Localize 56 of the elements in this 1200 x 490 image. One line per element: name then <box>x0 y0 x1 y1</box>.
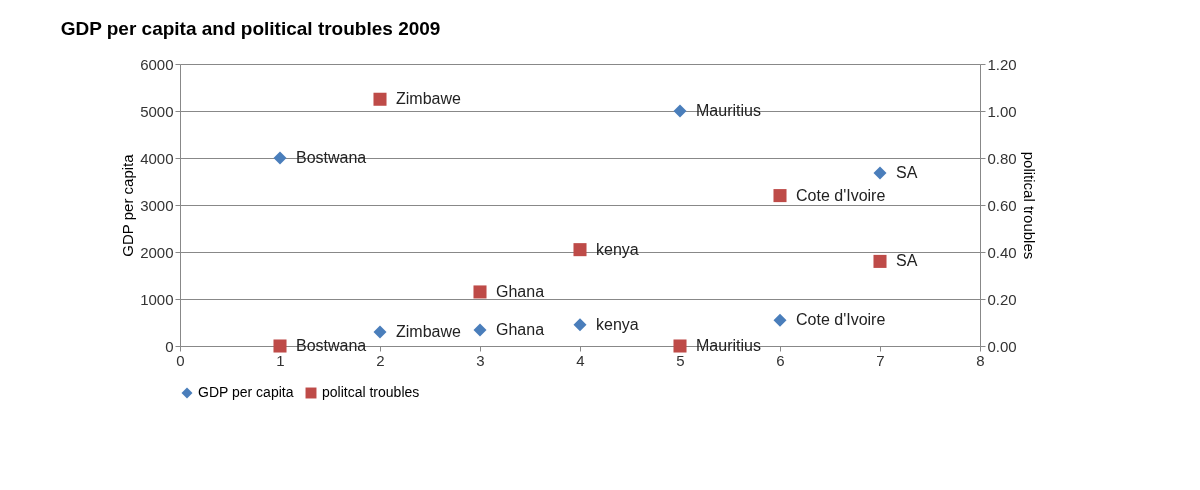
x-tick-label: 2 <box>376 351 385 369</box>
point <box>673 104 687 118</box>
point <box>373 92 387 106</box>
data-label: Mauritius <box>696 102 761 119</box>
data-label: Bostwana <box>296 337 367 354</box>
point <box>673 339 687 353</box>
y-tick-label: 0 <box>165 337 174 355</box>
data-label: Ghana <box>496 282 545 300</box>
legend-label: GDP per capita <box>198 384 294 400</box>
point <box>873 254 887 268</box>
y-axis-title: GDP per capita <box>119 153 137 257</box>
y2-tick-label: 0.60 <box>987 196 1017 214</box>
x-tick-label: 3 <box>476 351 485 369</box>
point <box>373 325 387 339</box>
point <box>573 318 587 332</box>
x-tick-label: 8 <box>976 351 985 369</box>
y2-tick-label: 0.40 <box>987 243 1017 261</box>
point <box>473 285 487 299</box>
x-tick-label: 0 <box>176 351 185 369</box>
x-tick-label: 6 <box>776 351 785 369</box>
data-label: Cote d'Ivoire <box>796 186 886 204</box>
point <box>273 339 287 353</box>
data-label: kenya <box>596 240 639 258</box>
y-tick-label: 4000 <box>140 149 174 167</box>
data-label: SA <box>896 252 918 270</box>
point <box>773 313 787 327</box>
point <box>473 323 487 337</box>
chart-title: GDP per capita and political troubles 2009 <box>60 18 441 39</box>
y-tick-label: 1000 <box>140 290 174 308</box>
data-label: SA <box>896 164 918 182</box>
point <box>773 189 787 203</box>
data-label: Cote d'Ivoire <box>796 311 886 329</box>
legend-label: politcal troubles <box>322 384 420 400</box>
point <box>573 243 587 257</box>
x-tick-label: 1 <box>276 351 285 369</box>
y-tick-label: 3000 <box>140 196 174 214</box>
y2-tick-label: 1.00 <box>987 102 1017 120</box>
y-tick-label: 5000 <box>140 102 174 120</box>
data-label: Zimbawe <box>396 90 462 108</box>
x-tick-label: 7 <box>876 351 885 369</box>
data-label: kenya <box>596 315 639 333</box>
y-tick-label: 2000 <box>140 243 174 261</box>
y2-axis-title: political troubles <box>1020 151 1038 260</box>
x-tick-label: 5 <box>676 351 685 369</box>
data-label: Mauritius <box>696 337 761 354</box>
data-label: Zimbawe <box>396 322 462 340</box>
y2-tick-label: 0.20 <box>987 290 1017 308</box>
y2-tick-label: 0.00 <box>987 337 1017 355</box>
y2-tick-label: 0.80 <box>987 149 1017 167</box>
data-label: Bostwana <box>296 149 367 166</box>
y-tick-label: 6000 <box>140 55 174 73</box>
point <box>873 166 887 180</box>
point <box>273 151 287 165</box>
y2-tick-label: 1.20 <box>987 55 1017 73</box>
data-label: Ghana <box>496 321 545 339</box>
x-tick-label: 4 <box>576 351 585 369</box>
